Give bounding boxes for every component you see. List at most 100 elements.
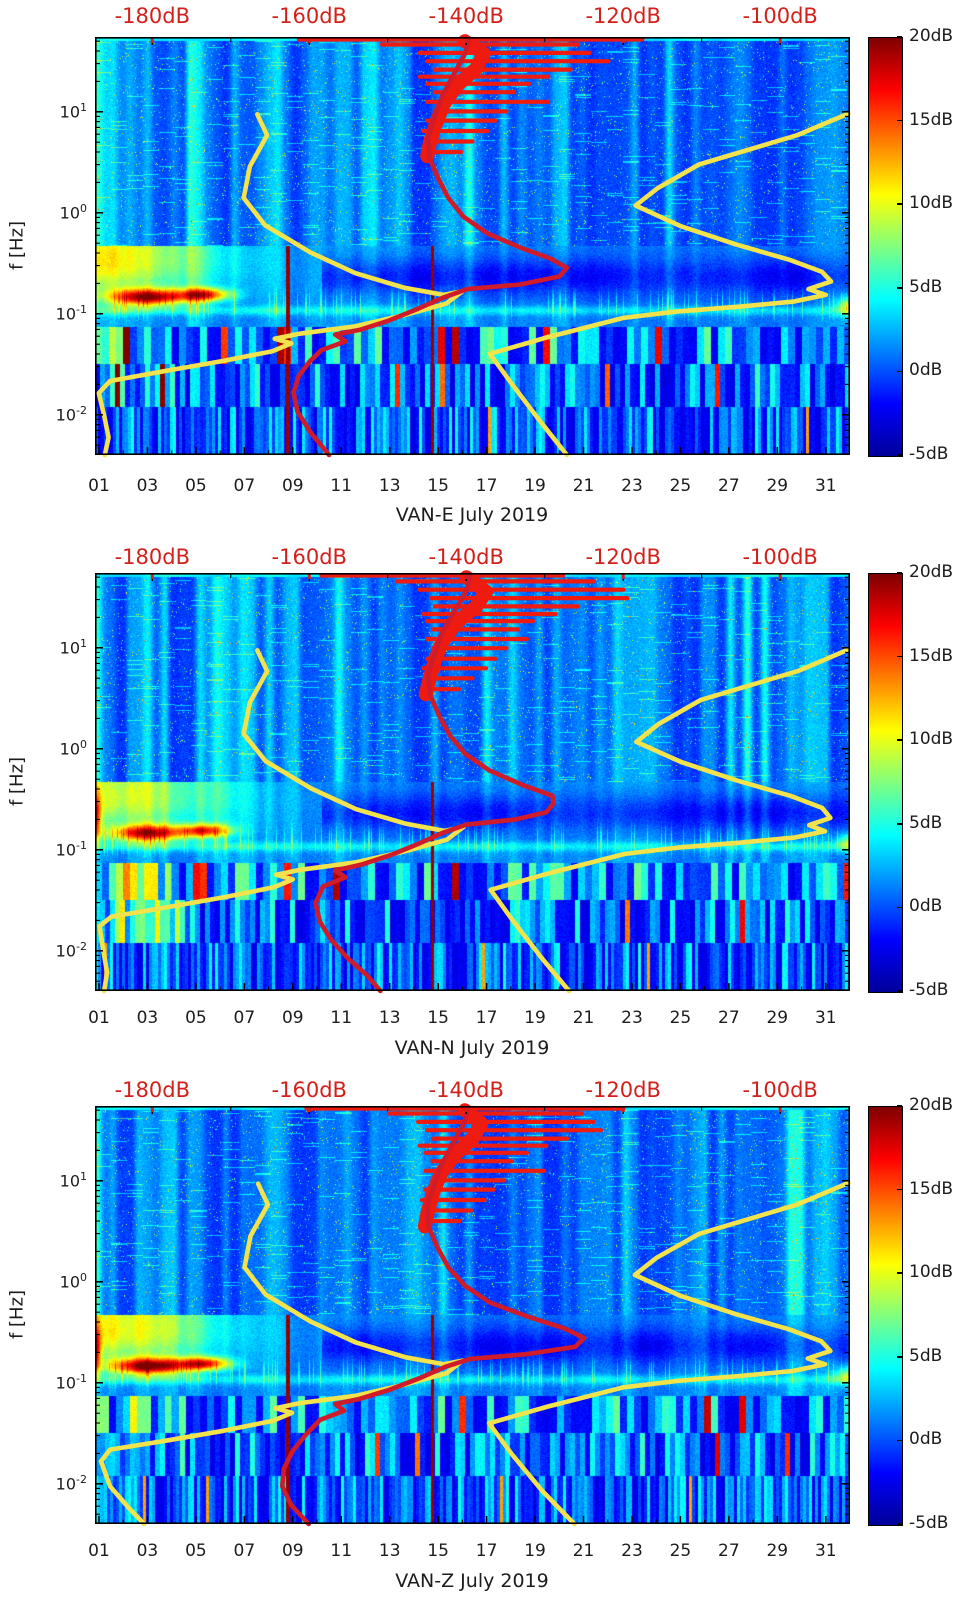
colorbar-tick-label: 0dB (909, 896, 943, 917)
colorbar-tick-label: -5dB (909, 444, 949, 464)
y-axis-label: f [Hz] (6, 220, 28, 271)
colorbar-tick (897, 370, 902, 373)
x-tick-label: 27 (718, 1541, 740, 1561)
colorbar-tick-label: 5dB (909, 1345, 943, 1366)
colorbar-tick (897, 36, 902, 38)
x-tick-label: 01 (88, 1541, 110, 1561)
colorbar-tick-label: 10dB (909, 729, 954, 750)
panel-title: VAN-E July 2019 (395, 504, 549, 526)
x-tick-label: 15 (427, 1008, 449, 1028)
colorbar-tick (897, 990, 902, 992)
red-pdf-mode-curve (313, 572, 556, 994)
x-tick-label: 29 (766, 476, 789, 496)
x-tick-label: 19 (524, 476, 546, 496)
top-db-label: -160dB (271, 4, 347, 28)
top-db-label: -140dB (428, 1078, 504, 1102)
x-tick-label: 31 (814, 476, 837, 496)
x-tick-label: 27 (718, 476, 740, 496)
y-tick-label: 10-1 (55, 1371, 87, 1393)
x-tick-label: 03 (136, 1541, 159, 1561)
yellow-noise-model-left-curve (96, 112, 465, 458)
x-tick-label: 31 (814, 1008, 837, 1028)
colorbar-tick (897, 1105, 902, 1107)
colorbar-tick-label: -5dB (909, 980, 949, 1000)
top-db-label: -180dB (114, 545, 190, 569)
x-tick-label: 03 (136, 1008, 159, 1028)
x-tick-label: 07 (233, 1008, 256, 1028)
top-db-label: -160dB (271, 545, 347, 569)
x-tick-label: 23 (621, 1008, 643, 1028)
colorbar-tick-label: 20dB (909, 562, 954, 582)
colorbar-tick (897, 739, 902, 741)
x-tick-label: 05 (185, 476, 207, 496)
top-db-label: -120dB (585, 1078, 661, 1102)
y-tick-label: 10-2 (55, 403, 87, 425)
colorbar-tick (897, 655, 902, 658)
colorbar-tick (897, 454, 902, 456)
y-tick-label: 10-2 (55, 939, 87, 961)
panel-title: VAN-N July 2019 (394, 1037, 550, 1059)
colorbar-gradient (868, 573, 903, 993)
colorbar-tick (897, 1439, 902, 1442)
y-tick-label: 101 (59, 1169, 87, 1191)
colorbar-tick-label: 10dB (909, 193, 954, 214)
colorbar-tick-label: 15dB (909, 109, 954, 130)
top-db-label: -140dB (428, 4, 504, 28)
x-tick-label: 17 (475, 476, 498, 496)
x-tick-label: 21 (572, 1541, 595, 1561)
x-tick-label: 25 (669, 476, 692, 496)
colorbar-tick (897, 1272, 902, 1274)
x-tick-label: 21 (572, 476, 595, 496)
x-tick-label: 23 (621, 476, 643, 496)
colorbar-tick (897, 119, 902, 122)
panel-title: VAN-Z July 2019 (395, 1570, 549, 1592)
x-tick-label: 21 (572, 1008, 595, 1028)
spectrogram-canvas-van-z (95, 1106, 850, 1524)
top-db-label: -120dB (585, 4, 661, 28)
colorbar-tick-label: -5dB (909, 1513, 949, 1533)
x-tick-label: 13 (378, 476, 401, 496)
x-tick-label: 29 (766, 1008, 789, 1028)
x-tick-label: 11 (330, 1541, 353, 1561)
x-tick-label: 15 (427, 476, 449, 496)
plot-overlay-svg-van-e (95, 34, 851, 458)
colorbar-tick (897, 572, 902, 574)
x-tick-label: 17 (475, 1008, 498, 1028)
colorbar-tick (897, 823, 902, 825)
x-tick-label: 17 (475, 1541, 498, 1561)
x-tick-label: 19 (524, 1008, 546, 1028)
x-tick-label: 29 (766, 1541, 789, 1561)
top-db-label: -180dB (114, 4, 190, 28)
top-db-label: -100dB (742, 1078, 818, 1102)
plot-overlay-svg-van-n (95, 570, 851, 994)
plot-frame (95, 1106, 851, 1524)
x-tick-label: 01 (88, 476, 110, 496)
yellow-noise-model-right-curve (488, 647, 851, 994)
top-db-label: -140dB (428, 545, 504, 569)
top-db-label: -180dB (114, 1078, 190, 1102)
x-tick-label: 25 (669, 1008, 692, 1028)
yellow-noise-model-right-curve (487, 111, 851, 458)
x-tick-label: 19 (524, 1541, 546, 1561)
plot-overlay-svg-van-z (95, 1103, 851, 1527)
x-tick-label: 27 (718, 1008, 740, 1028)
x-tick-label: 23 (621, 1541, 643, 1561)
x-tick-label: 09 (281, 1008, 304, 1028)
x-tick-label: 15 (427, 1541, 449, 1561)
colorbar-tick (897, 203, 902, 205)
y-axis-label: f [Hz] (6, 1289, 28, 1340)
y-tick-label: 101 (59, 636, 87, 658)
x-tick-label: 07 (233, 476, 256, 496)
x-tick-label: 31 (814, 1541, 837, 1561)
colorbar-tick (897, 906, 902, 909)
colorbar-tick-label: 20dB (909, 26, 954, 46)
colorbar-tick (897, 1188, 902, 1191)
yellow-noise-model-left-curve (97, 648, 466, 994)
spectrogram-canvas-van-n (95, 573, 850, 991)
x-tick-label: 11 (330, 476, 353, 496)
y-tick-label: 10-1 (55, 302, 87, 324)
colorbar-tick (897, 1356, 902, 1358)
x-tick-label: 11 (330, 1008, 353, 1028)
colorbar-gradient (868, 1106, 903, 1526)
